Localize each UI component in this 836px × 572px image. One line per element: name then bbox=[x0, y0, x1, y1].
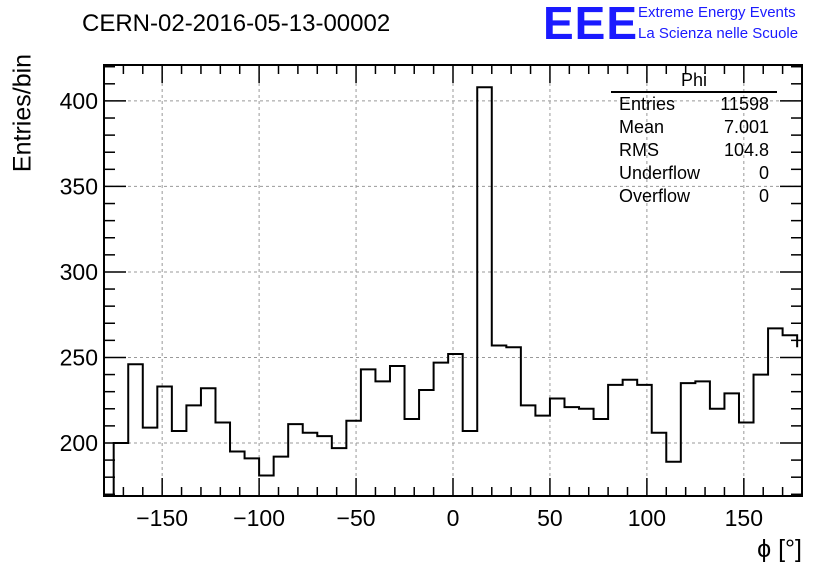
x-tick-label: −100 bbox=[233, 505, 285, 531]
y-tick-label: 200 bbox=[60, 430, 98, 456]
stats-label: Entries bbox=[619, 94, 676, 114]
x-tick-label: 150 bbox=[725, 505, 763, 531]
eee-logo: EEE bbox=[543, 0, 639, 49]
stats-value: 104.8 bbox=[723, 140, 769, 160]
histogram-series bbox=[112, 86, 799, 496]
y-axis-label-container: Entries/bin bbox=[8, 40, 38, 185]
y-tick-label: 300 bbox=[60, 259, 98, 285]
stats-row-entries: Entries 11598 bbox=[611, 93, 777, 116]
x-tick-label: 0 bbox=[447, 505, 460, 531]
chart-title: CERN-02-2016-05-13-00002 bbox=[82, 10, 391, 37]
stats-label: Mean bbox=[619, 117, 665, 137]
stats-label: Overflow bbox=[619, 186, 691, 206]
y-tick-label: 350 bbox=[60, 173, 98, 199]
x-tick-label: −150 bbox=[136, 505, 188, 531]
tick-labels: −150 −100 −50 0 50 100 150 200 250 300 350 400 bbox=[60, 88, 763, 531]
x-axis-label: ϕ [°] bbox=[757, 535, 802, 563]
logo-line-1: Extreme Energy Events bbox=[638, 4, 796, 21]
stats-value: 7.001 bbox=[723, 117, 769, 137]
stats-value: 0 bbox=[758, 186, 769, 206]
stats-row-rms: RMS 104.8 bbox=[611, 139, 777, 162]
stats-value: 11598 bbox=[720, 94, 769, 114]
stats-value: 0 bbox=[758, 163, 769, 183]
x-tick-label: −50 bbox=[337, 505, 376, 531]
stats-box-title: Phi bbox=[611, 70, 777, 93]
axis-ticks bbox=[103, 65, 803, 496]
grid-lines bbox=[104, 65, 802, 496]
y-tick-label: 400 bbox=[60, 88, 98, 114]
y-tick-label: 250 bbox=[60, 344, 98, 370]
stats-row-mean: Mean 7.001 bbox=[611, 116, 777, 139]
y-axis-label: Entries/bin bbox=[8, 53, 37, 172]
logo-line-2: La Scienza nelle Scuole bbox=[638, 25, 799, 42]
stats-box: Phi Entries 11598 Mean 7.001 RMS 104.8 U… bbox=[611, 70, 777, 208]
stats-label: RMS bbox=[619, 140, 659, 160]
stats-row-overflow: Overflow 0 bbox=[611, 185, 777, 208]
stats-row-underflow: Underflow 0 bbox=[611, 162, 777, 185]
x-tick-label: 100 bbox=[628, 505, 666, 531]
stats-label: Underflow bbox=[619, 163, 701, 183]
x-tick-label: 50 bbox=[537, 505, 563, 531]
